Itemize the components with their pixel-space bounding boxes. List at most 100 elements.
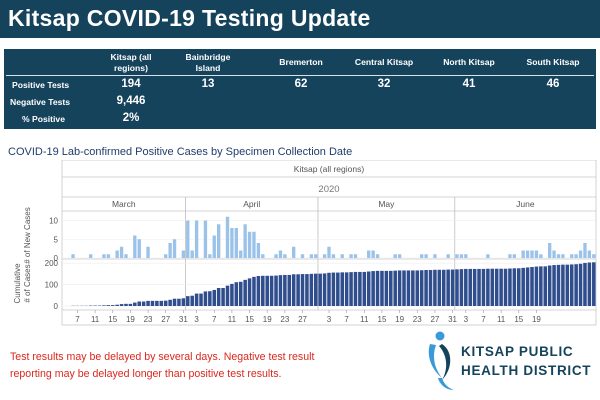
cumulative-bar	[455, 269, 459, 306]
cumulative-bar	[459, 269, 464, 306]
x-tick-label: 31	[448, 315, 457, 324]
x-tick-label: 7	[75, 315, 80, 324]
daily-bar	[102, 254, 106, 258]
cumulative-bar	[406, 270, 411, 306]
cumulative-bar	[296, 274, 300, 306]
cumulative-bar	[450, 269, 455, 306]
cumulative-bar	[238, 281, 243, 306]
daily-y-tick: 10	[49, 217, 58, 226]
value-positive-central: 32	[377, 78, 391, 90]
daily-bar	[508, 254, 512, 258]
x-tick-label: 27	[161, 315, 170, 324]
daily-bar	[309, 254, 314, 258]
daily-bar	[278, 250, 283, 258]
cumulative-bar	[243, 279, 247, 306]
daily-bar	[539, 254, 543, 258]
col-header-kitsap: Kitsap (all regions)	[110, 52, 152, 73]
cumulative-bar	[177, 298, 181, 306]
daily-bar	[203, 220, 208, 258]
value-positive-bremerton: 62	[294, 78, 308, 90]
cumulative-bar	[446, 269, 450, 306]
row-label-negative: Negative Tests	[10, 97, 71, 107]
x-tick-label: 11	[360, 315, 369, 324]
x-tick-label: 11	[228, 315, 237, 324]
daily-bar	[230, 228, 234, 258]
x-tick-label: 27	[430, 315, 439, 324]
cumulative-bar	[441, 269, 446, 306]
cumulative-y-tick: 100	[45, 281, 59, 290]
cumulative-y-tick: 0	[54, 302, 59, 311]
daily-bar	[274, 254, 278, 258]
daily-bar	[587, 250, 592, 258]
cumulative-bar	[517, 268, 521, 306]
cumulative-bar	[163, 300, 168, 306]
daily-bar	[172, 239, 177, 258]
cumulative-bar	[230, 283, 234, 306]
cumulative-bar	[437, 269, 442, 306]
cumulative-bar	[380, 270, 384, 306]
daily-bar	[547, 243, 552, 258]
cumulative-bar	[291, 274, 296, 306]
daily-bar	[186, 220, 190, 258]
delay-notice: Test results may be delayed by several d…	[10, 349, 410, 383]
year-label: 2020	[318, 184, 339, 195]
cumulative-y-label-line-2: # of Cases	[23, 264, 32, 302]
daily-bar	[486, 254, 490, 258]
cumulative-bar	[340, 272, 345, 306]
value-positive-kitsap: 194	[121, 78, 141, 90]
daily-bar	[455, 254, 459, 258]
cumulative-bar	[433, 269, 437, 306]
x-tick-label: 23	[413, 315, 422, 324]
cumulative-bar	[499, 268, 503, 306]
daily-bar	[375, 254, 380, 258]
cumulative-bar	[186, 296, 190, 306]
cumulative-bar	[194, 293, 199, 306]
cumulative-bar	[278, 275, 283, 306]
daily-bar	[194, 220, 199, 258]
summary-table: Kitsap (all regions) Bainbridge Island B…	[4, 49, 596, 129]
cumulative-bar	[402, 270, 406, 306]
daily-bar	[322, 254, 327, 258]
cumulative-bar	[397, 270, 402, 306]
cumulative-y-tick: 200	[45, 259, 59, 268]
cumulative-y-label-line-1: Cumulative	[13, 263, 22, 304]
cumulative-bar	[508, 268, 512, 306]
cumulative-bar	[199, 293, 203, 306]
month-label-march: March	[112, 199, 136, 209]
cumulative-bar	[358, 271, 362, 306]
col-header-bainbridge: Bainbridge Island	[185, 52, 231, 73]
daily-bar	[464, 254, 468, 258]
x-tick-label: 11	[497, 315, 506, 324]
cumulative-bar	[503, 268, 508, 306]
month-label-april: April	[243, 199, 260, 209]
cumulative-bar	[539, 266, 543, 306]
daily-bar	[168, 243, 172, 258]
x-tick-label: 3	[194, 315, 199, 324]
daily-bar	[115, 250, 119, 258]
cumulative-bar	[309, 273, 314, 306]
cumulative-bar	[464, 268, 468, 306]
cumulative-bar	[415, 270, 420, 306]
cumulative-bar	[543, 266, 548, 306]
daily-bar	[71, 254, 75, 258]
daily-bar	[353, 254, 358, 258]
daily-bar	[340, 254, 344, 258]
daily-bar	[119, 246, 124, 258]
daily-bar	[592, 254, 596, 258]
chart-heading: COVID-19 Lab-confirmed Positive Cases by…	[8, 146, 353, 158]
cumulative-bar	[592, 262, 596, 306]
daily-y-tick: 0	[54, 254, 59, 263]
cumulative-bar	[172, 298, 177, 306]
cumulative-bar	[106, 305, 111, 306]
daily-bar	[181, 250, 186, 258]
x-tick-label: 31	[179, 315, 188, 324]
daily-bar	[190, 250, 194, 258]
cumulative-bar	[530, 267, 534, 306]
daily-bar	[530, 250, 534, 258]
cumulative-bar	[490, 268, 495, 306]
cumulative-bar	[181, 298, 186, 306]
daily-y-label: # of New Cases	[23, 207, 32, 263]
daily-bar	[371, 250, 375, 258]
daily-bar	[349, 254, 353, 258]
x-tick-label: 15	[514, 315, 523, 324]
